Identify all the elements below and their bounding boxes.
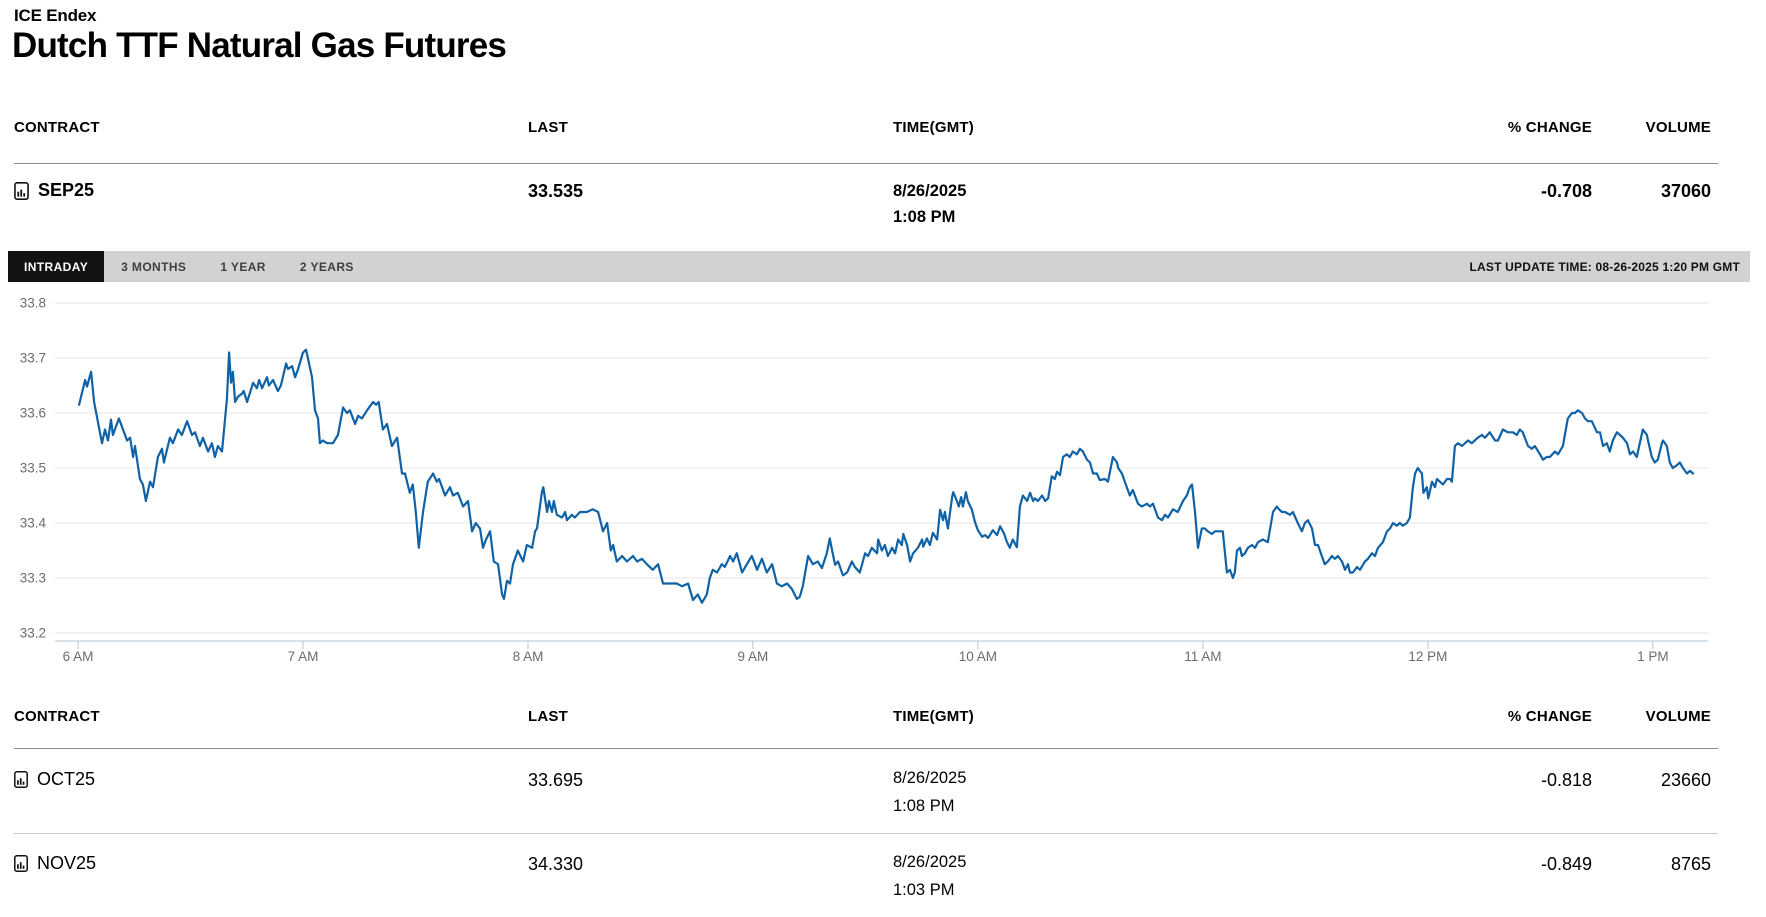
contract-name: SEP25 <box>38 180 95 200</box>
contract-time: 1:03 PM <box>893 881 955 899</box>
contract-volume: 37060 <box>1660 181 1711 201</box>
svg-text:33.8: 33.8 <box>20 296 46 311</box>
col-header-volume: VOLUME <box>1645 708 1711 725</box>
svg-text:33.2: 33.2 <box>20 626 46 641</box>
contract-volume: 23660 <box>1660 770 1711 790</box>
col-header-time: TIME(GMT) <box>893 708 974 725</box>
tab-2-years[interactable]: 2 YEARS <box>299 259 354 274</box>
exchange-name: ICE Endex <box>14 6 97 25</box>
svg-text:12 PM: 12 PM <box>1408 649 1447 664</box>
col-header-last: LAST <box>528 119 568 136</box>
svg-text:8 AM: 8 AM <box>513 649 544 664</box>
price-chart: 33.8 33.7 33.6 33.5 33.4 33.3 33.2 6 AM 7 AM 8 AM… <box>20 296 1708 664</box>
contract-time: 1:08 PM <box>893 797 955 815</box>
svg-text:1 PM: 1 PM <box>1637 649 1669 664</box>
tab-3-months[interactable]: 3 MONTHS <box>121 259 187 274</box>
contract-name: NOV25 <box>37 853 97 873</box>
chart-range-tabs: INTRADAY 3 MONTHS 1 YEAR 2 YEARS <box>8 251 371 282</box>
contract-document-icon[interactable] <box>14 181 29 200</box>
col-header-change: % CHANGE <box>1507 119 1592 136</box>
svg-text:7 AM: 7 AM <box>288 649 319 664</box>
contract-change: -0.708 <box>1540 181 1592 201</box>
table-row: SEP25 <box>14 180 94 201</box>
svg-text:9 AM: 9 AM <box>738 649 769 664</box>
col-header-contract: CONTRACT <box>14 119 100 136</box>
contract-change: -0.849 <box>1540 854 1592 874</box>
svg-text:11 AM: 11 AM <box>1184 649 1221 664</box>
contract-date: 8/26/2025 <box>893 769 967 787</box>
contract-last: 33.695 <box>528 770 584 790</box>
contract-document-icon[interactable] <box>14 771 28 788</box>
col-header-contract: CONTRACT <box>14 708 100 725</box>
page-title: Dutch TTF Natural Gas Futures <box>12 26 507 65</box>
table-header-divider <box>14 163 1718 164</box>
contract-volume: 8765 <box>1670 854 1711 874</box>
last-update-time: LAST UPDATE TIME: 08-26-2025 1:20 PM GMT <box>1469 259 1740 274</box>
table-header-divider <box>14 748 1718 749</box>
table-row: NOV25 <box>14 853 96 874</box>
contract-name: OCT25 <box>37 769 96 789</box>
chart-range-tabbar: INTRADAY 3 MONTHS 1 YEAR 2 YEARS LAST UP… <box>8 251 1750 282</box>
contract-last: 34.330 <box>528 854 584 874</box>
svg-text:10 AM: 10 AM <box>959 649 997 664</box>
row-divider <box>14 833 1718 834</box>
table-row: OCT25 <box>14 769 95 790</box>
contract-document-icon[interactable] <box>14 855 28 872</box>
contract-date: 8/26/2025 <box>893 182 967 200</box>
svg-text:33.6: 33.6 <box>20 406 46 421</box>
svg-text:33.3: 33.3 <box>20 571 46 586</box>
col-header-last: LAST <box>528 708 568 725</box>
col-header-time: TIME(GMT) <box>893 119 974 136</box>
svg-text:33.7: 33.7 <box>20 351 46 366</box>
tab-1-year[interactable]: 1 YEAR <box>220 259 266 274</box>
col-header-volume: VOLUME <box>1645 119 1711 136</box>
col-header-change: % CHANGE <box>1507 708 1592 725</box>
contract-change: -0.818 <box>1540 770 1592 790</box>
contract-date: 8/26/2025 <box>893 853 967 871</box>
contract-last: 33.535 <box>528 181 584 201</box>
svg-text:6 AM: 6 AM <box>63 649 94 664</box>
svg-text:33.4: 33.4 <box>20 516 47 531</box>
svg-text:33.5: 33.5 <box>20 461 46 476</box>
tab-intraday[interactable]: INTRADAY <box>8 251 105 282</box>
contract-time: 1:08 PM <box>893 208 956 226</box>
